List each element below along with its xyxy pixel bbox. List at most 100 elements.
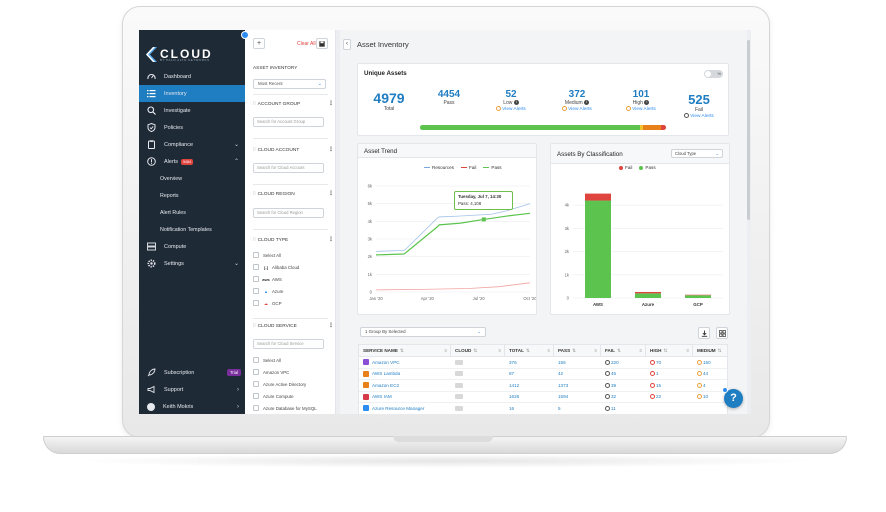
percent-toggle[interactable]: % bbox=[704, 70, 723, 78]
drag-handle-icon[interactable]: ⁞⁞ bbox=[253, 102, 256, 107]
legend-fail[interactable]: Fail bbox=[460, 165, 476, 170]
main-scrollbar[interactable] bbox=[747, 30, 751, 414]
fail-view-alerts-link[interactable]: View Alerts bbox=[676, 113, 722, 119]
column-header-fail[interactable]: FAIL ⇅ ≡ bbox=[601, 345, 646, 356]
cloud-type-dropdown[interactable]: Cloud Type ⌄ bbox=[671, 149, 723, 158]
cell-pass[interactable]: 156 bbox=[558, 359, 566, 365]
drag-handle-icon[interactable]: ⁞⁞ bbox=[253, 192, 256, 197]
column-header-pass[interactable]: PASS ⇅ ≡ bbox=[554, 345, 601, 356]
cloud-type-select-all[interactable]: Select All bbox=[253, 252, 281, 258]
cell-pass[interactable]: 42 bbox=[558, 371, 564, 377]
info-icon[interactable]: i bbox=[584, 100, 590, 106]
legend-pass[interactable]: Pass bbox=[639, 165, 656, 170]
sidebar-item-compute[interactable]: Compute bbox=[139, 238, 245, 255]
cloud-type-alibaba[interactable]: [-] Alibaba Cloud bbox=[253, 264, 299, 270]
cell-fail[interactable]: 45 bbox=[601, 371, 646, 377]
low-view-alerts-link[interactable]: View Alerts bbox=[488, 106, 534, 112]
cloud-service-azure-ad[interactable]: Azure Active Directory bbox=[253, 381, 306, 387]
cell-service-name[interactable]: AWS IAM bbox=[359, 393, 451, 400]
column-header-cloud[interactable]: CLOUD ⇅ ≡ bbox=[451, 345, 505, 356]
cloud-service-search[interactable]: Search for Cloud Service bbox=[253, 339, 324, 349]
more-options-icon[interactable]: ⋮ bbox=[328, 323, 334, 329]
cell-high[interactable]: 22 bbox=[646, 394, 693, 400]
checkbox[interactable] bbox=[253, 393, 259, 399]
more-options-icon[interactable]: ⋮ bbox=[328, 191, 334, 197]
table-row[interactable]: Azure Resource Manager 16 5 11 bbox=[359, 403, 727, 414]
sidebar-subitem-notification-templates[interactable]: Notification Templates bbox=[160, 226, 212, 233]
save-filter-button[interactable] bbox=[316, 38, 328, 49]
cloud-account-search[interactable]: Search for Cloud Account bbox=[253, 163, 324, 173]
sidebar-subitem-alert-rules[interactable]: Alert Rules bbox=[160, 209, 186, 216]
cell-fail[interactable]: 39 bbox=[601, 382, 646, 388]
legend-resources[interactable]: Resources bbox=[424, 165, 454, 170]
cell-medium[interactable]: 10 bbox=[693, 394, 727, 400]
cell-fail[interactable]: 11 bbox=[601, 405, 646, 411]
cloud-service-azure-mysql[interactable]: Azure Database for MySQL bbox=[253, 405, 317, 411]
sidebar-item-support[interactable]: Support › bbox=[139, 381, 245, 398]
cloud-region-search[interactable]: Search for Cloud Region bbox=[253, 208, 324, 218]
sidebar-item-policies[interactable]: Policies bbox=[139, 119, 245, 136]
info-icon[interactable]: i bbox=[644, 100, 650, 106]
filter-scrollbar[interactable] bbox=[336, 30, 340, 414]
main-scrollbar-thumb[interactable] bbox=[747, 40, 750, 220]
cell-pass[interactable]: 5 bbox=[558, 405, 561, 411]
sidebar-item-compliance[interactable]: Compliance ⌄ bbox=[139, 136, 245, 153]
column-settings-button[interactable] bbox=[716, 327, 728, 339]
high-view-alerts-link[interactable]: View Alerts bbox=[618, 106, 664, 112]
cell-service-name[interactable]: Amazon VPC bbox=[359, 359, 451, 366]
cell-high[interactable]: 70 bbox=[646, 359, 693, 365]
group-by-select[interactable]: 1 Group By Selected ⌄ bbox=[360, 327, 486, 337]
add-filter-button[interactable]: + bbox=[253, 38, 265, 49]
asset-inventory-select[interactable]: Most Recent ⌄ bbox=[253, 79, 326, 89]
drag-handle-icon[interactable]: ⁞⁞ bbox=[253, 238, 256, 243]
info-icon[interactable]: i bbox=[513, 100, 519, 106]
column-header-service-name[interactable]: SERVICE NAME ⇅ ≡ bbox=[359, 345, 451, 356]
checkbox[interactable] bbox=[253, 381, 259, 387]
sidebar-item-inventory[interactable]: Inventory bbox=[139, 85, 245, 102]
sidebar-item-user[interactable]: Keith Mokris › bbox=[139, 398, 245, 414]
drag-handle-icon[interactable]: ⁞⁞ bbox=[253, 148, 256, 153]
sidebar-item-alerts[interactable]: Alerts 5484 ⌃ bbox=[139, 153, 245, 170]
cloud-type-gcp[interactable]: ☁ GCP bbox=[253, 300, 282, 306]
checkbox[interactable] bbox=[253, 300, 259, 306]
sidebar-subitem-overview[interactable]: Overview bbox=[160, 175, 183, 182]
checkbox[interactable] bbox=[253, 405, 259, 411]
drag-handle-icon[interactable]: ⁞⁞ bbox=[253, 324, 256, 329]
cell-medium[interactable]: 44 bbox=[693, 371, 727, 377]
table-row[interactable]: AWS IAM 1626 1594 32 22 10 bbox=[359, 392, 727, 403]
more-options-icon[interactable]: ⋮ bbox=[328, 101, 334, 107]
medium-view-alerts-link[interactable]: View Alerts bbox=[554, 106, 600, 112]
column-header-medium[interactable]: MEDIUM ⇅ bbox=[697, 348, 722, 353]
clear-all-link[interactable]: Clear All bbox=[297, 41, 316, 47]
table-row[interactable]: Amazon EC2 1412 1373 39 15 4 bbox=[359, 380, 727, 392]
checkbox[interactable] bbox=[253, 276, 259, 282]
checkbox[interactable] bbox=[253, 369, 259, 375]
help-button[interactable]: ? bbox=[724, 389, 743, 408]
cloud-service-azure-compute[interactable]: Azure Compute bbox=[253, 393, 294, 399]
checkbox[interactable] bbox=[253, 357, 259, 363]
cloud-service-amazon-vpc[interactable]: Amazon VPC bbox=[253, 369, 289, 375]
sidebar-item-investigate[interactable]: Investigate bbox=[139, 102, 245, 119]
cell-fail[interactable]: 220 bbox=[601, 359, 646, 365]
cell-service-name[interactable]: AWS Lambda bbox=[359, 370, 451, 377]
cell-total[interactable]: 1412 bbox=[509, 382, 520, 388]
cloud-type-azure[interactable]: ▲ Azure bbox=[253, 288, 283, 294]
account-group-search[interactable]: Search for Account Group bbox=[253, 117, 324, 127]
column-header-high[interactable]: HIGH ⇅ ≡ bbox=[646, 345, 693, 356]
legend-pass[interactable]: Pass bbox=[483, 165, 502, 170]
cell-high[interactable]: 1 bbox=[646, 371, 693, 377]
checkbox[interactable] bbox=[253, 264, 259, 270]
sidebar-subitem-reports[interactable]: Reports bbox=[160, 192, 179, 199]
cell-service-name[interactable]: Azure Resource Manager bbox=[359, 405, 451, 412]
checkbox[interactable] bbox=[253, 252, 259, 258]
cloud-type-aws[interactable]: aws AWS bbox=[253, 276, 282, 282]
cell-medium[interactable]: 4 bbox=[693, 382, 727, 388]
table-row[interactable]: AWS Lambda 87 42 45 1 44 bbox=[359, 369, 727, 380]
cell-fail[interactable]: 32 bbox=[601, 394, 646, 400]
more-options-icon[interactable]: ⋮ bbox=[328, 147, 334, 153]
cell-service-name[interactable]: Amazon EC2 bbox=[359, 382, 451, 389]
collapse-panel-button[interactable]: ‹ bbox=[343, 39, 351, 50]
table-row[interactable]: Amazon VPC 376 156 220 70 150 bbox=[359, 357, 727, 369]
checkbox[interactable] bbox=[253, 288, 259, 294]
cell-total[interactable]: 16 bbox=[509, 405, 515, 411]
